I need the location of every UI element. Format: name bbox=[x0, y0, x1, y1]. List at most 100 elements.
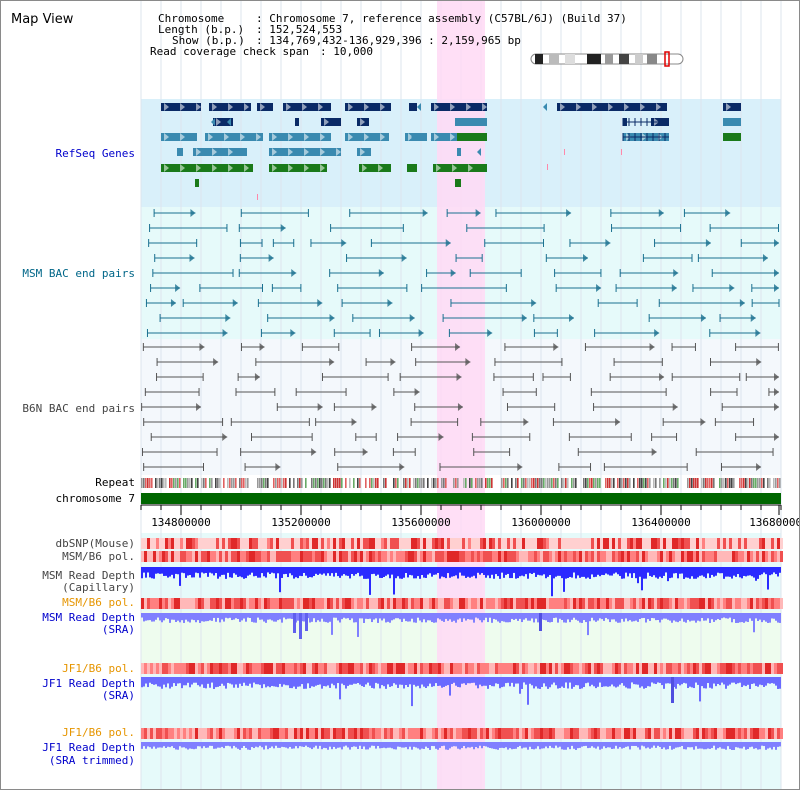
msm-sra-depth-bar bbox=[743, 613, 745, 623]
msm-b6-pol-cell bbox=[501, 551, 504, 562]
refseq-gene bbox=[295, 118, 299, 126]
msm-b6-pol-cell bbox=[669, 598, 672, 609]
msm-capillary-depth-bar bbox=[729, 567, 731, 577]
repeat-track[interactable] bbox=[141, 478, 781, 488]
jf1-sra-depth-bar bbox=[405, 677, 407, 686]
jf1-b6-pol-cell bbox=[483, 728, 486, 739]
msm-bac-pair-arrow bbox=[521, 314, 527, 322]
dbsnp-cell bbox=[336, 538, 339, 549]
jf1-b6-pol-cell bbox=[612, 728, 615, 739]
msm-capillary-depth-bar bbox=[535, 567, 537, 577]
repeat-element bbox=[511, 478, 513, 488]
jf1-sra-depth-bar bbox=[397, 677, 399, 688]
jf1-b6-pol-cell bbox=[678, 728, 681, 739]
dbsnp-cell bbox=[423, 538, 426, 549]
repeat-element bbox=[669, 478, 671, 488]
msm-capillary-depth-bar bbox=[515, 567, 517, 579]
jf1-b6-pol-cell bbox=[306, 663, 309, 674]
msm-b6-pol-cell bbox=[204, 551, 207, 562]
msm-sra-depth-bar bbox=[365, 613, 367, 619]
msm-b6-pol-cell bbox=[405, 551, 408, 562]
msm-b6-pol-cell bbox=[735, 551, 738, 562]
msm-bac-pair-arrow bbox=[582, 254, 588, 262]
msm-b6-pol-cell bbox=[321, 598, 324, 609]
chromosome-ideogram[interactable] bbox=[530, 51, 684, 67]
jf1-b6-pol-cell bbox=[555, 663, 558, 674]
jf1-sra-depth-bar bbox=[569, 677, 571, 683]
gene-exon-arrow bbox=[212, 103, 217, 111]
b6n-bac-pair-arrow bbox=[659, 373, 665, 381]
jf1-trimmed-depth-bar bbox=[201, 742, 203, 749]
jf1-b6-pol-cell bbox=[588, 728, 591, 739]
msm-capillary-depth-bar bbox=[579, 567, 581, 578]
jf1-trimmed-depth-bar bbox=[773, 742, 775, 747]
msm-sra-depth-bar bbox=[389, 613, 391, 623]
msm-b6-pol-cell bbox=[282, 551, 285, 562]
msm-sra-depth-bar bbox=[479, 613, 481, 621]
jf1-b6-pol-cell bbox=[270, 728, 273, 739]
msm-sra-depth-bar bbox=[279, 613, 281, 620]
msm-b6-pol-cell bbox=[345, 551, 348, 562]
msm-capillary-depth-bar bbox=[233, 567, 235, 574]
jf1-b6-pol-cell bbox=[606, 663, 609, 674]
msm-capillary-depth-bar bbox=[243, 567, 245, 579]
jf1-sra-depth-bar bbox=[663, 677, 665, 689]
b6n-bac-pair-arrow bbox=[756, 463, 762, 471]
jf1-sra-depth-bar bbox=[423, 677, 425, 687]
dbsnp-cell bbox=[276, 538, 279, 549]
jf1-trimmed-depth-bar bbox=[729, 742, 731, 750]
msm-sra-depth-bar bbox=[677, 613, 679, 623]
msm-capillary-depth-bar bbox=[319, 567, 321, 574]
msm-b6-pol-cell bbox=[753, 551, 756, 562]
msm-b6-pol-cell bbox=[294, 598, 297, 609]
msm-b6-pol-cell bbox=[696, 598, 699, 609]
jf1-sra-depth-bar bbox=[173, 677, 175, 684]
msm-b6-pol-cell bbox=[276, 598, 279, 609]
jf1-trimmed-depth-bar bbox=[777, 742, 779, 747]
b6n-bac-track[interactable] bbox=[141, 343, 779, 471]
chromosome-bar[interactable] bbox=[141, 493, 781, 504]
jf1-b6-pol-cell bbox=[477, 663, 480, 674]
msm-sra-depth-bar bbox=[351, 613, 353, 619]
msm-b6-pol-cell bbox=[309, 598, 312, 609]
msm-b6-pol-cell bbox=[534, 598, 537, 609]
jf1-trimmed-depth-bar bbox=[477, 742, 479, 749]
msm-capillary-depth-bar bbox=[497, 567, 499, 577]
msm-sra-depth-bar bbox=[347, 613, 349, 619]
jf1-b6-pol-cell bbox=[288, 663, 291, 674]
jf1-trimmed-depth-bar bbox=[481, 742, 483, 749]
msm-sra-depth-bar bbox=[577, 613, 579, 621]
refseq-genes-track[interactable] bbox=[161, 103, 741, 200]
jf1-trimmed-depth-bar bbox=[745, 742, 747, 750]
jf1-trimmed-depth-bar bbox=[301, 742, 303, 747]
msm-b6-pol-cell bbox=[186, 598, 189, 609]
msm-b6-pol-cell bbox=[408, 598, 411, 609]
read-depth-tracks[interactable] bbox=[141, 567, 781, 750]
polymorphism-heat-tracks[interactable] bbox=[141, 538, 783, 739]
repeat-element bbox=[259, 478, 261, 488]
msm-b6-pol-cell bbox=[489, 551, 492, 562]
jf1-sra-depth-bar bbox=[177, 677, 179, 684]
repeat-element bbox=[645, 478, 647, 488]
jf1-trimmed-depth-bar bbox=[263, 742, 265, 750]
gene-snp-tick bbox=[257, 194, 258, 200]
repeat-element bbox=[233, 478, 235, 488]
jf1-trimmed-depth-bar bbox=[649, 742, 651, 749]
jf1-sra-depth-bar bbox=[549, 677, 551, 688]
msm-capillary-depth-bar bbox=[739, 567, 741, 578]
jf1-b6-pol-cell bbox=[519, 663, 522, 674]
msm-bac-track[interactable] bbox=[145, 209, 780, 337]
jf1-b6-pol-cell bbox=[516, 728, 519, 739]
jf1-b6-pol-cell bbox=[240, 728, 243, 739]
msm-capillary-depth-bar bbox=[621, 567, 623, 579]
refseq-gene bbox=[455, 179, 461, 187]
highlight-region[interactable] bbox=[437, 1, 485, 790]
msm-sra-depth-bar bbox=[433, 613, 435, 623]
jf1-trimmed-depth-bar bbox=[449, 742, 451, 749]
gene-exon-arrow bbox=[436, 164, 441, 172]
gene-exon-arrow bbox=[364, 133, 369, 141]
repeat-element bbox=[321, 478, 323, 488]
gene-exon-arrow bbox=[196, 103, 201, 111]
jf1-b6-pol-cell bbox=[213, 728, 216, 739]
jf1-b6-pol-cell bbox=[198, 728, 201, 739]
